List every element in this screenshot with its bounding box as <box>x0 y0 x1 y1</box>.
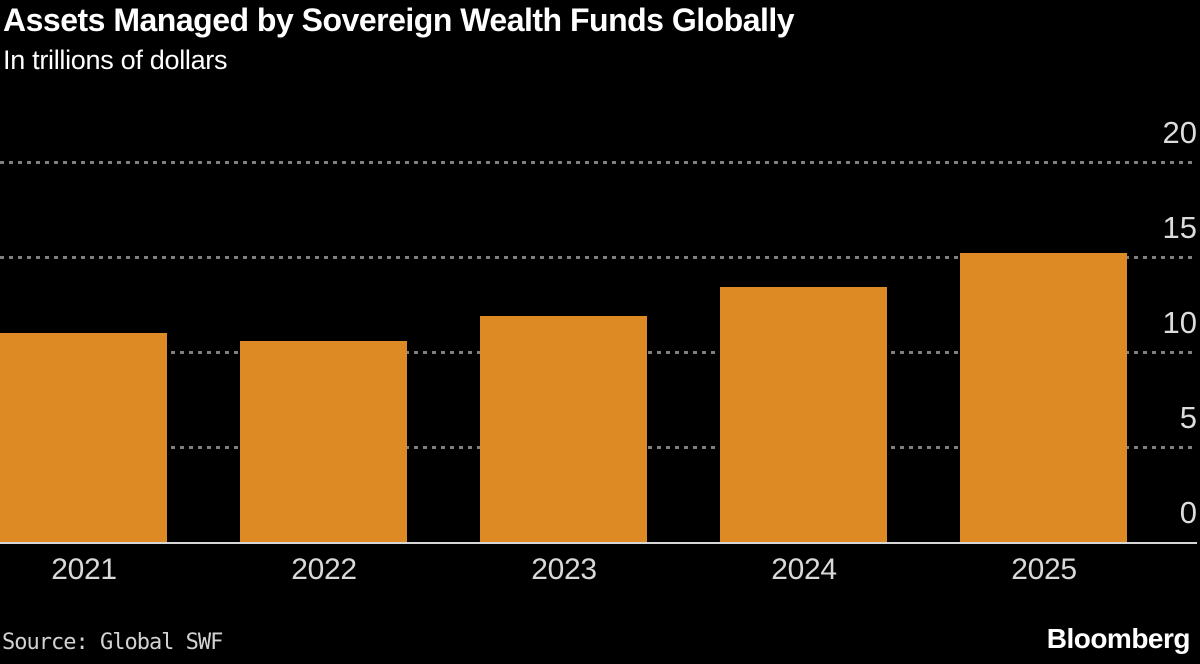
bar-2025 <box>960 253 1127 542</box>
plot-area: 0 5 10 15 20 2021 2022 2023 2024 2025 <box>0 115 1197 586</box>
y-axis-tick-10: 10 <box>1162 305 1197 340</box>
y-axis-tick-0: 0 <box>1179 495 1197 530</box>
bar-2023 <box>480 316 647 542</box>
bar-2021 <box>0 333 167 542</box>
x-axis-label-2021: 2021 <box>51 553 117 586</box>
y-axis-tick-15: 15 <box>1162 210 1197 245</box>
chart-title: Assets Managed by Sovereign Wealth Funds… <box>3 2 795 38</box>
x-axis-baseline <box>0 542 1197 544</box>
x-axis-label-2022: 2022 <box>291 553 357 586</box>
x-axis-label-2025: 2025 <box>1011 553 1077 586</box>
source-label: Source: Global SWF <box>2 630 223 655</box>
gridline-15 <box>0 256 1197 259</box>
gridline-20 <box>0 161 1197 164</box>
x-axis-label-2023: 2023 <box>531 553 597 586</box>
chart-subtitle: In trillions of dollars <box>3 45 228 75</box>
bar-2024 <box>720 287 887 542</box>
bar-2022 <box>240 341 407 542</box>
y-axis-tick-20: 20 <box>1162 115 1197 150</box>
x-axis-label-2024: 2024 <box>771 553 837 586</box>
y-axis-tick-5: 5 <box>1179 400 1197 435</box>
bloomberg-logo: Bloomberg <box>1046 623 1191 654</box>
